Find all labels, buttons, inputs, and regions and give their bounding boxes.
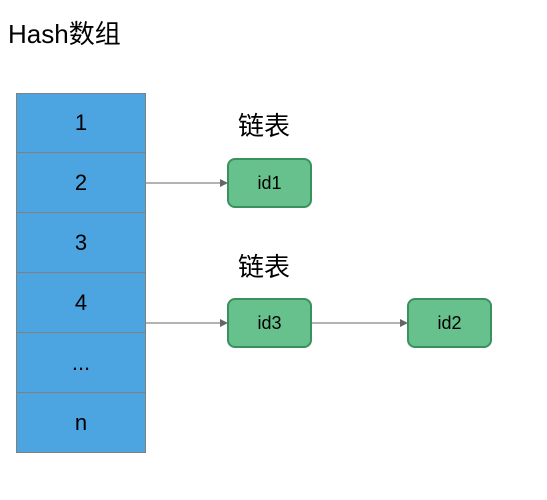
arrows-layer	[0, 0, 547, 500]
